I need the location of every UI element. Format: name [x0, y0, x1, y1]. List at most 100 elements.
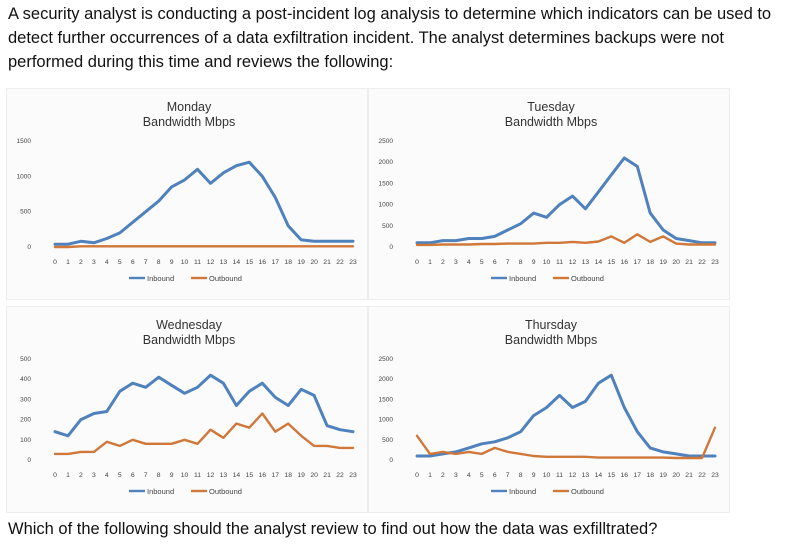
chart3-title-line-0: Thursday — [525, 318, 578, 332]
chart2-xtick-label: 14 — [233, 472, 241, 479]
chart2-xtick-label: 16 — [259, 472, 267, 479]
chart0-xtick-label: 22 — [336, 259, 344, 266]
chart3-ytick-label: 0 — [389, 457, 393, 464]
chart1-ytick-label: 1000 — [379, 202, 394, 209]
chart0-xtick-label: 18 — [284, 259, 292, 266]
chart3-ytick-label: 1000 — [379, 417, 394, 424]
chart2-title-line-1: Bandwidth Mbps — [143, 333, 235, 347]
chart1-series-outbound-line — [415, 233, 717, 247]
chart3-xtick-label: 7 — [506, 472, 510, 479]
chart0-series-inbound-line — [53, 160, 355, 246]
chart3-ytick-label: 2500 — [379, 356, 394, 363]
chart1-xtick-label: 21 — [685, 259, 693, 266]
intro-text: A security analyst is conducting a post-… — [8, 5, 772, 71]
chart2-xtick-label: 6 — [131, 472, 135, 479]
chart-panel-tuesday: Tuesday Bandwidth Mbps 0 500 1000 1500 2000 250… — [368, 88, 730, 300]
chart1-ytick-label: 0 — [389, 244, 393, 251]
chart3-legend-label-inbound: Inbound — [509, 487, 536, 496]
chart1-xtick-label: 5 — [480, 259, 484, 266]
chart0-xtick-label: 19 — [297, 259, 305, 266]
chart1-xtick-label: 7 — [506, 259, 510, 266]
chart3-xtick-label: 14 — [595, 472, 603, 479]
chart0-series-outbound-line — [53, 245, 355, 249]
chart2-xtick-label: 20 — [310, 472, 318, 479]
chart1-xtick-label: 12 — [569, 259, 577, 266]
chart1-title-line-0: Tuesday — [527, 100, 575, 114]
chart2-xtick-label: 4 — [105, 472, 109, 479]
chart0-xtick-label: 23 — [349, 259, 357, 266]
chart2-xtick-label: 17 — [271, 472, 279, 479]
chart-panel-thursday: Thursday Bandwidth Mbps 0 500 1000 1500 2000 25… — [368, 306, 730, 513]
chart1-xtick-label: 6 — [493, 259, 497, 266]
chart3-xtick-label: 20 — [672, 472, 680, 479]
chart2-xtick-label: 21 — [323, 472, 331, 479]
chart1-ytick-label: 500 — [382, 223, 393, 230]
chart1-xtick-label: 23 — [711, 259, 719, 266]
chart0-title-line-0: Monday — [167, 100, 212, 114]
chart1-xtick-label: 3 — [454, 259, 458, 266]
chart3-xtick-label: 5 — [480, 472, 484, 479]
chart2-xtick-label: 12 — [207, 472, 215, 479]
chart1-legend-label-inbound: Inbound — [509, 274, 536, 283]
chart1-xtick-label: 17 — [633, 259, 641, 266]
chart3-ytick-label: 1500 — [379, 396, 394, 403]
chart0-xtick-label: 6 — [131, 259, 135, 266]
chart2-xtick-label: 13 — [220, 472, 228, 479]
chart1-xtick-label: 15 — [608, 259, 616, 266]
chart0-xtick-label: 1 — [66, 259, 70, 266]
chart2-legend-label-outbound: Outbound — [209, 487, 242, 496]
chart0-xtick-label: 13 — [220, 259, 228, 266]
chart0-xtick-label: 14 — [233, 259, 241, 266]
chart3-xtick-label: 0 — [415, 472, 419, 479]
chart0-xtick-label: 0 — [53, 259, 57, 266]
chart1-xtick-label: 4 — [467, 259, 471, 266]
chart1-xtick-label: 19 — [659, 259, 667, 266]
chart3-title-line-1: Bandwidth Mbps — [505, 333, 597, 347]
chart0-ytick-label: 1000 — [17, 173, 32, 180]
chart3-series-inbound-line — [415, 373, 717, 458]
chart3-xtick-label: 22 — [698, 472, 706, 479]
chart3-xtick-label: 2 — [441, 472, 445, 479]
chart0-ytick-label: 500 — [20, 209, 31, 216]
chart2-xtick-label: 5 — [118, 472, 122, 479]
chart3-xtick-label: 3 — [454, 472, 458, 479]
chart2-xtick-label: 23 — [349, 472, 357, 479]
chart0-xtick-label: 3 — [92, 259, 96, 266]
chart2-ytick-label: 0 — [27, 457, 31, 464]
chart2-xtick-label: 2 — [79, 472, 83, 479]
chart2-ytick-label: 100 — [20, 437, 31, 444]
chart2-xtick-label: 1 — [66, 472, 70, 479]
question-text: Which of the following should the analys… — [8, 520, 658, 538]
chart2-xtick-label: 7 — [144, 472, 148, 479]
chart1-legend-label-outbound: Outbound — [571, 274, 604, 283]
chart2-xtick-label: 11 — [194, 472, 201, 479]
chart0-legend-label-outbound: Outbound — [209, 274, 242, 283]
chart3-xtick-label: 6 — [493, 472, 497, 479]
chart2-xtick-label: 0 — [53, 472, 57, 479]
chart3-xtick-label: 13 — [582, 472, 590, 479]
chart1-ytick-label: 1500 — [379, 180, 394, 187]
chart0-xtick-label: 2 — [79, 259, 83, 266]
chart0-xtick-label: 11 — [194, 259, 201, 266]
chart-panel-monday: Monday Bandwidth Mbps 0 500 1000 1500 0 1 2 3 4 5 6 7… — [6, 88, 368, 300]
chart1-xtick-label: 0 — [415, 259, 419, 266]
chart0-title-line-1: Bandwidth Mbps — [143, 115, 235, 129]
chart0-xtick-label: 16 — [259, 259, 267, 266]
chart0-xtick-label: 20 — [310, 259, 318, 266]
chart3-ytick-label: 2000 — [379, 376, 394, 383]
chart1-series-inbound-line — [415, 156, 717, 245]
chart3-xtick-label: 18 — [646, 472, 654, 479]
chart3-xtick-label: 11 — [556, 472, 563, 479]
chart2-xtick-label: 22 — [336, 472, 344, 479]
chart3-xtick-label: 1 — [428, 472, 432, 479]
chart2-xtick-label: 10 — [181, 472, 189, 479]
chart3-series-outbound-line — [415, 426, 717, 460]
chart3-xtick-label: 8 — [519, 472, 523, 479]
chart2-xtick-label: 19 — [297, 472, 305, 479]
chart2-series-inbound-line — [53, 373, 355, 438]
chart0-legend-label-inbound: Inbound — [147, 274, 174, 283]
chart2-ytick-label: 200 — [20, 417, 31, 424]
